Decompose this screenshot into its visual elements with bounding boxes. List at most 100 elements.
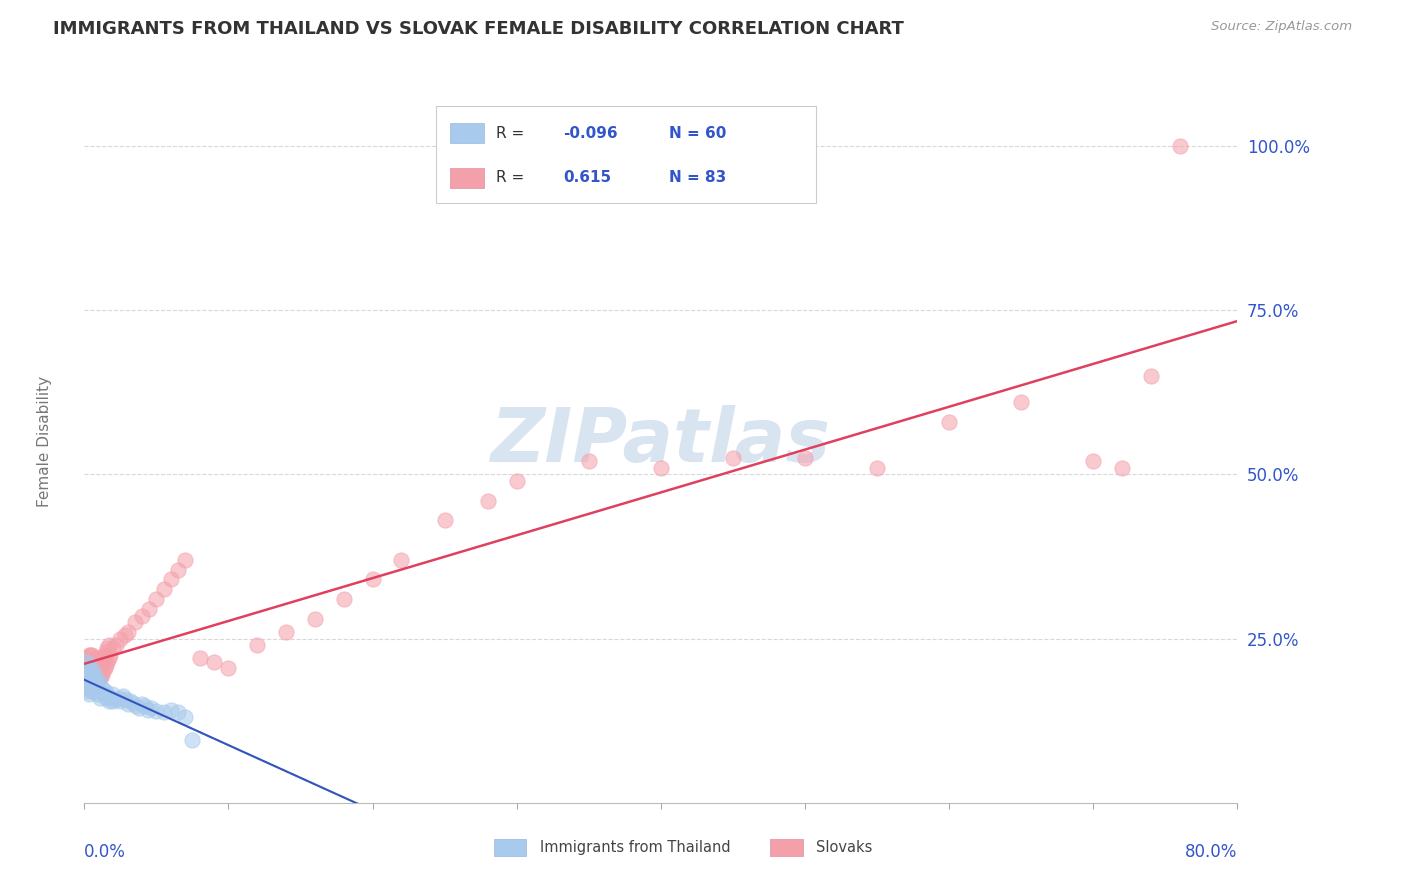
Point <box>131 698 153 712</box>
Point <box>131 608 153 623</box>
Point <box>79 648 101 662</box>
Text: N = 60: N = 60 <box>669 126 727 141</box>
Point <box>202 655 225 669</box>
Point <box>87 674 110 689</box>
Point <box>721 450 744 465</box>
Point <box>76 674 98 689</box>
Point <box>1168 139 1191 153</box>
Point <box>87 661 110 675</box>
FancyBboxPatch shape <box>450 123 485 143</box>
Point <box>83 684 105 698</box>
Text: Slovaks: Slovaks <box>817 840 873 855</box>
Point <box>89 657 111 672</box>
Point <box>103 694 124 708</box>
Point <box>117 625 139 640</box>
Point <box>82 674 104 689</box>
Point <box>433 513 456 527</box>
Point <box>98 690 121 705</box>
Point <box>76 665 98 679</box>
Point <box>124 615 146 630</box>
Point <box>76 655 98 669</box>
Text: R =: R = <box>496 126 524 141</box>
Point <box>79 667 101 681</box>
Point <box>80 667 103 681</box>
Point <box>77 655 100 669</box>
Point <box>75 671 97 685</box>
Point <box>167 563 190 577</box>
Text: IMMIGRANTS FROM THAILAND VS SLOVAK FEMALE DISABILITY CORRELATION CHART: IMMIGRANTS FROM THAILAND VS SLOVAK FEMAL… <box>53 20 904 37</box>
FancyBboxPatch shape <box>436 105 817 203</box>
Point <box>79 657 101 672</box>
Point <box>93 684 115 698</box>
Point <box>794 450 817 465</box>
Point <box>145 704 167 718</box>
Point <box>167 705 190 719</box>
Point <box>77 677 100 691</box>
Point <box>188 651 211 665</box>
Point <box>125 698 148 713</box>
Point <box>90 667 112 681</box>
Point <box>96 641 118 656</box>
Point <box>361 573 384 587</box>
Point <box>114 692 136 706</box>
Point <box>84 674 107 689</box>
Point <box>578 454 600 468</box>
Point <box>98 648 121 662</box>
Text: Source: ZipAtlas.com: Source: ZipAtlas.com <box>1212 20 1353 33</box>
Text: Immigrants from Thailand: Immigrants from Thailand <box>540 840 730 855</box>
Point <box>91 665 114 679</box>
Point <box>1083 454 1105 468</box>
Text: 0.615: 0.615 <box>562 170 612 186</box>
Point <box>152 705 174 719</box>
Text: N = 83: N = 83 <box>669 170 725 186</box>
Point <box>105 638 128 652</box>
FancyBboxPatch shape <box>450 168 485 188</box>
Point <box>866 460 889 475</box>
Point <box>93 648 115 662</box>
Point <box>79 665 101 679</box>
Point <box>506 474 529 488</box>
Point <box>75 681 97 695</box>
Point <box>80 684 103 698</box>
Text: ZIPatlas: ZIPatlas <box>491 405 831 478</box>
Point <box>108 690 131 705</box>
Point <box>650 460 672 475</box>
Point <box>89 690 111 705</box>
Point <box>134 698 156 713</box>
Point <box>77 667 100 681</box>
Point <box>80 648 103 662</box>
Point <box>1111 460 1133 475</box>
Point <box>938 415 960 429</box>
Point <box>110 694 132 708</box>
Point <box>82 681 104 695</box>
Point <box>84 674 107 689</box>
Point <box>114 628 136 642</box>
Point <box>76 651 98 665</box>
Text: -0.096: -0.096 <box>562 126 617 141</box>
Point <box>75 671 97 685</box>
Point <box>84 651 107 665</box>
Point <box>128 700 150 714</box>
Point <box>94 657 117 672</box>
Point <box>391 553 413 567</box>
Point <box>86 655 108 669</box>
Point <box>83 667 105 681</box>
Point <box>94 690 117 705</box>
Point <box>90 655 112 669</box>
Point <box>110 632 132 646</box>
Point <box>79 671 101 685</box>
Point <box>75 661 97 675</box>
Point <box>100 687 122 701</box>
Point <box>97 694 120 708</box>
Point <box>93 661 115 675</box>
Point <box>86 674 108 689</box>
Point <box>120 694 142 708</box>
Point <box>97 638 120 652</box>
Point <box>333 592 356 607</box>
Point <box>77 674 100 689</box>
Point <box>86 665 108 679</box>
Point <box>160 573 183 587</box>
Point <box>75 657 97 672</box>
Point <box>77 665 100 679</box>
Point <box>1010 395 1032 409</box>
